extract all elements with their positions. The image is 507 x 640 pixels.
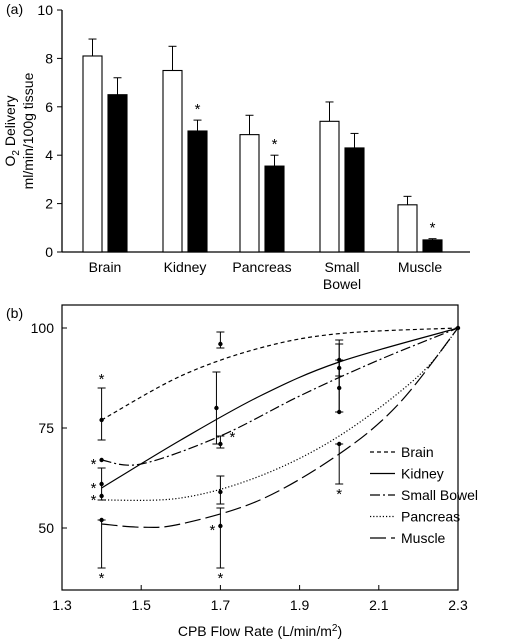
panel-a-y-tick-label: 0 <box>45 244 53 260</box>
data-point <box>99 517 104 523</box>
panel-a-category-label: Brain <box>89 259 122 275</box>
legend-label: Brain <box>401 444 434 460</box>
panel-b-y-tick-label: 50 <box>38 520 54 536</box>
series-line <box>101 327 459 421</box>
significance-star: * <box>430 220 436 237</box>
panel-a-category-label: Pancreas <box>232 259 291 275</box>
panel-b-x-tick-label: 1.5 <box>131 597 151 613</box>
data-point <box>218 441 223 447</box>
significance-star: * <box>99 570 105 587</box>
bar <box>319 120 340 253</box>
panel-a-label: (a) <box>6 1 23 17</box>
panel-a-y-tick-label: 4 <box>45 147 53 163</box>
data-point <box>337 385 342 391</box>
data-point <box>455 325 461 331</box>
panel-a-category-label: Kidney <box>164 259 207 275</box>
bar <box>82 55 103 253</box>
panel-a-y-label-line1: O2 Delivery <box>2 96 22 167</box>
panel-b-x-tick-label: 2.3 <box>448 597 468 613</box>
category-label-line: Bowel <box>323 276 361 292</box>
bar <box>187 130 208 253</box>
bar <box>344 147 365 253</box>
significance-star: * <box>91 480 97 497</box>
category-label-line: Kidney <box>164 259 207 275</box>
data-point <box>218 341 223 347</box>
data-point <box>214 405 219 411</box>
significance-star: * <box>229 429 235 446</box>
series-line <box>101 327 459 501</box>
panel-b-y-tick-label: 100 <box>31 320 55 336</box>
category-label-line: Small <box>324 259 359 275</box>
bar <box>239 134 260 253</box>
series-line <box>101 327 459 489</box>
significance-star: * <box>336 486 342 503</box>
panel-a-y-label: O2 Delivery ml/min/100g tissue <box>2 72 36 189</box>
category-label-line: Pancreas <box>232 259 291 275</box>
panel-b-x-tick-label: 2.1 <box>369 597 389 613</box>
panel-a-category-label: Muscle <box>398 259 443 275</box>
panel-b-x-tick-label: 1.7 <box>211 597 231 613</box>
bar <box>264 165 285 253</box>
significance-star: * <box>99 371 105 388</box>
data-point <box>218 489 223 495</box>
data-point <box>218 523 223 529</box>
category-label-line: Muscle <box>398 259 443 275</box>
panel-a-y-label-subscript: 2 <box>11 150 22 156</box>
x-label-superscript: 2 <box>332 623 338 634</box>
data-point <box>337 409 342 415</box>
panel-a-y-label-text: O <box>2 155 18 166</box>
panel-b-frame <box>61 304 459 591</box>
bar <box>397 204 418 253</box>
panel-a-y-tick-label: 8 <box>45 50 53 66</box>
significance-star: * <box>91 456 97 473</box>
x-label-text: CPB Flow Rate (L/min/m <box>178 623 332 639</box>
panel-b-x-tick-label: 1.3 <box>52 597 72 613</box>
panel-b-x-label: CPB Flow Rate (L/min/m2) <box>178 623 342 639</box>
legend-label: Pancreas <box>401 509 460 525</box>
significance-star: * <box>195 101 201 118</box>
significance-star: * <box>91 492 97 509</box>
bar <box>107 94 128 253</box>
panel-a-y-tick-label: 6 <box>45 99 53 115</box>
significance-star: * <box>272 136 278 153</box>
legend-label: Muscle <box>401 530 446 546</box>
significance-star: * <box>209 522 215 539</box>
bar <box>422 239 443 253</box>
series-line <box>101 327 459 466</box>
panel-a-category-label: Small Bowel <box>323 259 361 292</box>
data-point <box>99 481 104 487</box>
panel-a-y-label-text: Delivery <box>2 96 18 150</box>
significance-star: * <box>217 570 223 587</box>
legend-label: Small Bowel <box>401 487 478 503</box>
panel-a-y-tick-label: 2 <box>45 196 53 212</box>
bar <box>162 69 183 253</box>
category-label-line: Brain <box>89 259 122 275</box>
panel-b-label: (b) <box>6 305 23 321</box>
panel-b-y-tick-label: 75 <box>38 420 54 436</box>
data-point <box>99 457 104 463</box>
x-label-text: ) <box>337 623 342 639</box>
data-point <box>99 417 104 423</box>
panel-b-x-tick-label: 1.9 <box>290 597 310 613</box>
data-point <box>99 493 104 499</box>
panel-a-y-label-line2: ml/min/100g tissue <box>20 72 36 189</box>
data-point <box>337 441 342 447</box>
legend-label: Kidney <box>401 466 444 482</box>
panel-a-y-tick-label: 10 <box>37 2 53 18</box>
